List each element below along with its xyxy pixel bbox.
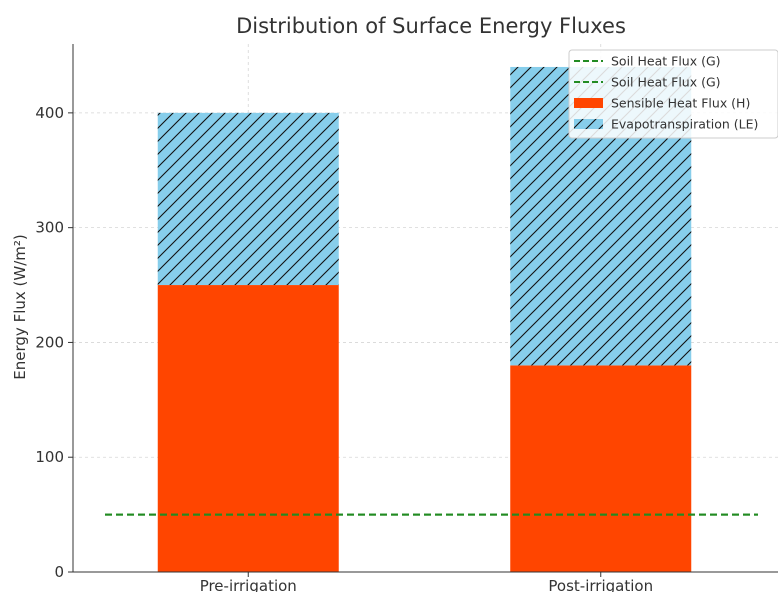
y-tick-label: 400 — [35, 104, 64, 122]
bar-fill — [157, 285, 339, 572]
y-tick-label: 300 — [35, 219, 64, 237]
bar-hatch — [157, 112, 339, 286]
legend-patch-swatch — [574, 98, 603, 108]
legend-label: Evapotranspiration (LE) — [611, 117, 758, 132]
legend-label: Sensible Heat Flux (H) — [611, 96, 750, 111]
bar-evapotranspiration-0 — [157, 112, 339, 286]
y-tick-label: 100 — [35, 448, 64, 466]
y-tick-label: 200 — [35, 333, 64, 351]
legend-label: Soil Heat Flux (G) — [611, 75, 721, 90]
y-axis-label: Energy Flux (W/m²) — [11, 234, 29, 379]
bar-fill — [510, 365, 692, 572]
y-tick-label: 0 — [54, 563, 64, 581]
legend: Soil Heat Flux (G) Soil Heat Flux (G) Sens… — [568, 49, 778, 139]
bar-sensible-heat-0 — [157, 285, 339, 572]
legend-item: Soil Heat Flux (G) — [574, 54, 721, 69]
legend-item: Evapotranspiration (LE) — [574, 117, 758, 132]
bars — [157, 66, 692, 572]
legend-label: Soil Heat Flux (G) — [611, 54, 721, 69]
legend-item: Sensible Heat Flux (H) — [574, 96, 750, 111]
legend-box — [568, 49, 778, 139]
axes: 0 100 200 300 400 Pre-irrigation Post-irrigati… — [35, 44, 778, 592]
x-tick-label: Pre-irrigation — [200, 577, 297, 592]
chart-title: Distribution of Surface Energy Fluxes — [236, 14, 626, 38]
legend-patch-hatch — [574, 119, 603, 129]
x-tick-label: Post-irrigation — [548, 577, 653, 592]
legend-item: Soil Heat Flux (G) — [574, 75, 721, 90]
bar-sensible-heat-1 — [510, 365, 692, 572]
